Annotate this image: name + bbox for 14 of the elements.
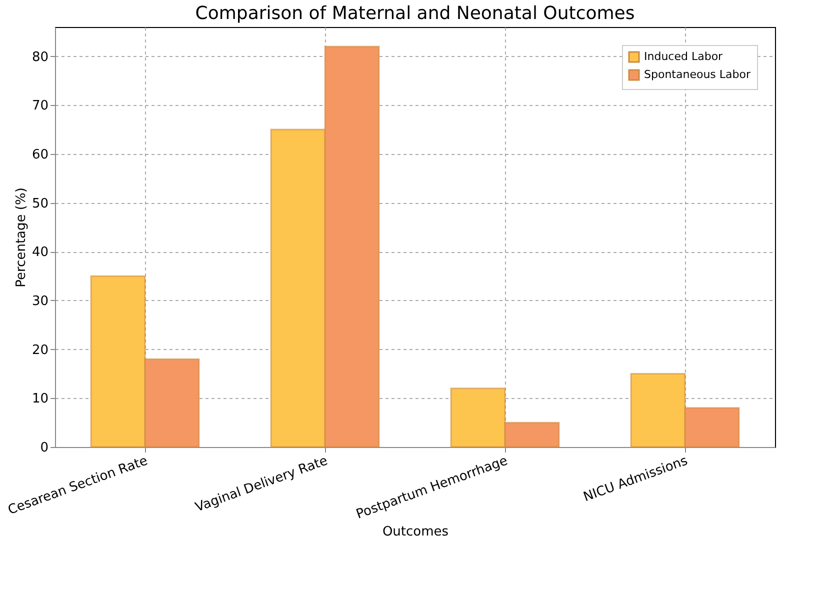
y-tick-label: 20 (32, 342, 48, 358)
y-tick-label: 0 (40, 440, 48, 456)
y-tick-label: 60 (32, 147, 48, 162)
y-tick-label: 80 (32, 50, 48, 65)
y-tick-label: 40 (32, 245, 48, 260)
legend-label: Induced Labor (644, 50, 724, 63)
y-tick-label: 70 (32, 98, 48, 114)
x-axis-title: Outcomes (382, 524, 449, 540)
y-axis-title: Percentage (%) (14, 188, 29, 288)
y-tick-label: 10 (32, 392, 48, 407)
y-tick-label: 50 (32, 196, 48, 212)
y-tick-label: 30 (32, 294, 48, 309)
legend-label: Spontaneous Labor (644, 68, 751, 81)
chart-title: Comparison of Maternal and Neonatal Outcomes (195, 3, 635, 24)
